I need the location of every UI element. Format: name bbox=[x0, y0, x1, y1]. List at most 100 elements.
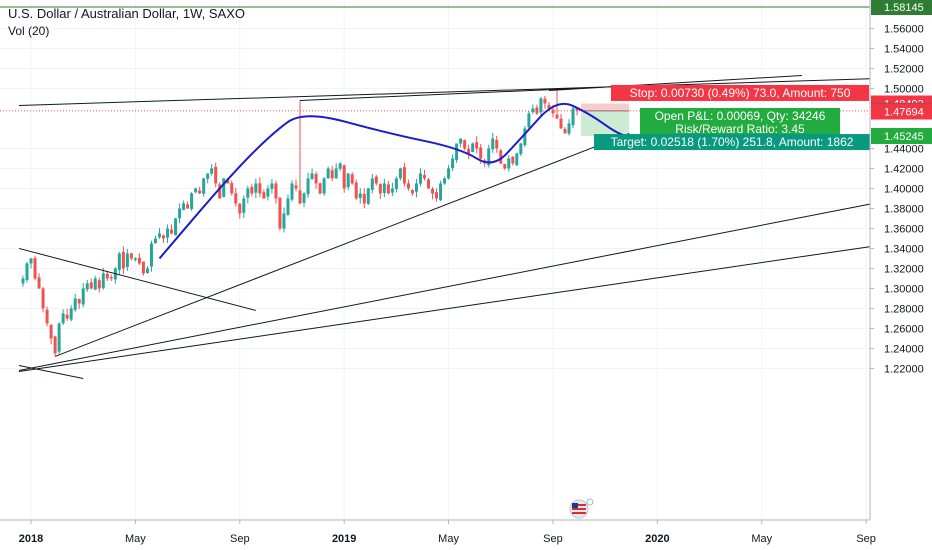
y-tick-label: 1.56000 bbox=[884, 23, 924, 35]
candle-up bbox=[523, 128, 527, 146]
candle-up bbox=[194, 188, 198, 193]
flag-icon-stripe bbox=[572, 508, 586, 510]
time-axis[interactable]: 2018 May Sep 2019 May Sep 2020 May Sep bbox=[0, 519, 932, 550]
candle-down bbox=[278, 197, 282, 229]
candle-up bbox=[81, 288, 85, 305]
candle-up bbox=[222, 178, 226, 197]
trendline bbox=[18, 201, 879, 371]
projection-path-line bbox=[158, 102, 630, 260]
candle-up bbox=[447, 168, 451, 179]
candle-down bbox=[198, 190, 202, 194]
flag-icon[interactable] bbox=[569, 498, 594, 519]
candle-down bbox=[427, 179, 430, 189]
candle-up bbox=[57, 323, 61, 352]
trendline bbox=[18, 244, 879, 372]
risk-reward-label: Risk/Reward Ratio: 3.45 bbox=[675, 122, 805, 136]
candle-up bbox=[254, 183, 258, 193]
candle-down bbox=[65, 314, 69, 319]
candle-up bbox=[471, 143, 475, 152]
candle-down bbox=[141, 261, 145, 274]
price-label-text: 1.47694 bbox=[884, 107, 924, 119]
y-tick-label: 1.22000 bbox=[884, 363, 924, 375]
projection-path[interactable] bbox=[158, 102, 630, 260]
flag-icon-dot bbox=[586, 498, 594, 506]
candle-up bbox=[125, 253, 129, 268]
candles bbox=[21, 88, 579, 357]
price-axis[interactable]: 1.56000 1.54000 1.52000 1.50000 1.44000 1.420… bbox=[869, 0, 932, 520]
candle-up bbox=[491, 138, 495, 150]
position-labels: Stop: 0.00730 (0.49%) 73.0, Amount: 750 O… bbox=[594, 84, 870, 151]
candle-down bbox=[45, 309, 49, 324]
trendline bbox=[18, 247, 256, 311]
candle-up bbox=[246, 188, 250, 198]
candle-down bbox=[318, 183, 322, 194]
candle-down bbox=[218, 184, 222, 199]
y-tick-label: 1.32000 bbox=[884, 263, 924, 275]
candle-down bbox=[362, 193, 366, 204]
x-tick-label: May bbox=[438, 533, 459, 545]
y-tick-label: 1.36000 bbox=[884, 223, 924, 235]
candle-down bbox=[77, 299, 81, 304]
y-tick-label: 1.38000 bbox=[884, 203, 924, 215]
candle-down bbox=[230, 183, 234, 194]
candle-up bbox=[443, 178, 447, 184]
candle-up bbox=[519, 143, 523, 155]
candle-down bbox=[250, 186, 254, 194]
candle-up bbox=[69, 308, 73, 320]
candle-up bbox=[290, 183, 294, 200]
candle-up bbox=[567, 123, 571, 134]
candle-down bbox=[551, 109, 555, 114]
x-tick-label: May bbox=[125, 533, 146, 545]
grid-lines bbox=[0, 0, 870, 520]
candle-up bbox=[266, 188, 270, 197]
candle-up bbox=[370, 178, 374, 190]
candle-up bbox=[366, 188, 370, 204]
candle-up bbox=[394, 178, 398, 190]
candle-down bbox=[559, 118, 563, 129]
volume-indicator-label[interactable]: Vol (20) bbox=[8, 24, 49, 38]
candle-up bbox=[270, 183, 274, 189]
candle-down bbox=[535, 107, 539, 114]
candle-down bbox=[467, 148, 471, 154]
candle-up bbox=[166, 228, 170, 238]
trendline bbox=[18, 77, 879, 106]
candle-down bbox=[37, 277, 41, 289]
candle-down bbox=[314, 174, 318, 184]
y-tick-label: 1.40000 bbox=[884, 183, 924, 195]
candle-up bbox=[390, 188, 394, 193]
candle-down bbox=[374, 176, 378, 184]
candle-down bbox=[511, 156, 515, 164]
candle-up bbox=[455, 143, 459, 161]
candle-up bbox=[539, 98, 543, 113]
candle-up bbox=[178, 208, 182, 219]
candle-down bbox=[89, 282, 93, 289]
y-tick-label: 1.50000 bbox=[884, 83, 924, 95]
candle-up bbox=[414, 183, 418, 192]
candle-down bbox=[234, 193, 238, 204]
price-label-badge bbox=[871, 128, 932, 144]
trendlines[interactable] bbox=[18, 74, 879, 379]
candle-up bbox=[286, 198, 290, 215]
candle-down bbox=[342, 165, 346, 189]
open-pnl-label: Open P&L: 0.00069, Qty: 34246 bbox=[655, 109, 826, 123]
x-tick-label: 2018 bbox=[19, 533, 43, 545]
candle-up bbox=[21, 278, 25, 284]
price-axis-background bbox=[870, 0, 932, 520]
candle-up bbox=[507, 158, 511, 169]
price-label-badge bbox=[871, 0, 932, 15]
candle-up bbox=[117, 253, 121, 270]
candle-down bbox=[53, 336, 57, 354]
candle-up bbox=[190, 193, 194, 210]
candle-up bbox=[133, 258, 137, 260]
candle-down bbox=[354, 182, 358, 199]
candle-down bbox=[109, 277, 113, 279]
candle-up bbox=[153, 238, 157, 244]
target-label-box bbox=[594, 134, 870, 151]
candle-down bbox=[543, 98, 547, 104]
target-label: Target: 0.02518 (1.70%) 251.8, Amount: 1… bbox=[611, 135, 854, 149]
candle-down bbox=[105, 273, 109, 279]
candle-up bbox=[61, 313, 65, 324]
chart-title: U.S. Dollar / Australian Dollar, 1W, SAX… bbox=[8, 6, 245, 21]
